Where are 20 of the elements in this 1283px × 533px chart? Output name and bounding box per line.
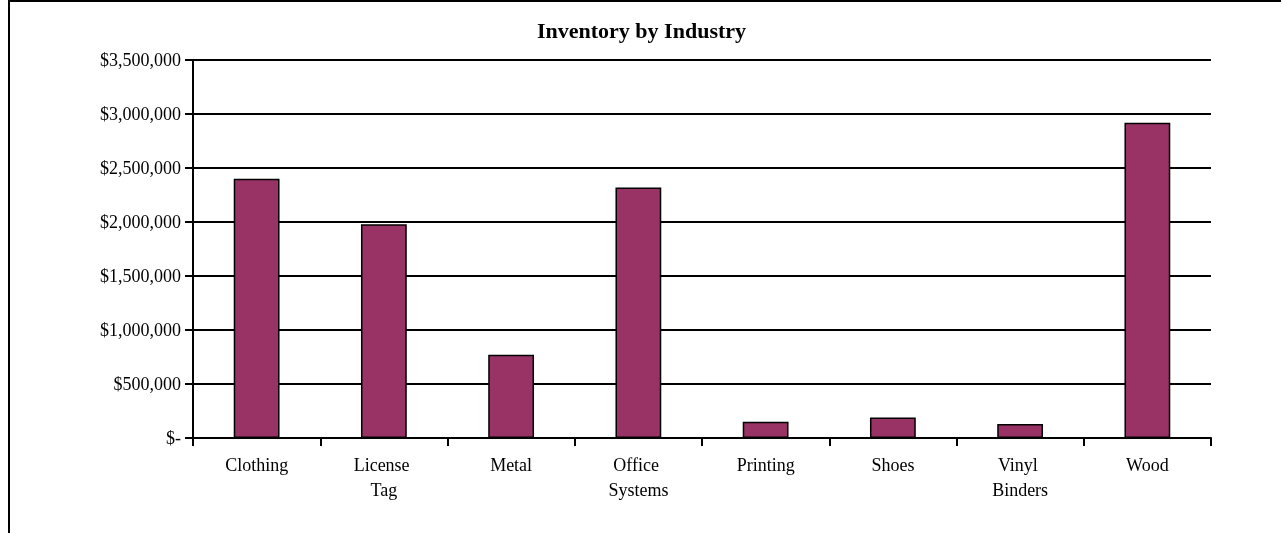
- y-tick-label: $3,000,000: [100, 104, 181, 124]
- y-tick-label: $1,500,000: [100, 266, 181, 286]
- x-tick-label: License Tag: [353, 454, 415, 500]
- y-tick-label: $500,000: [113, 374, 181, 394]
- y-tick-label: $-: [166, 428, 181, 448]
- x-tick-label: Metal: [490, 454, 533, 475]
- y-tick-label: $2,500,000: [100, 158, 181, 178]
- bar: [997, 423, 1044, 438]
- bar: [869, 417, 916, 438]
- x-tick-label: Shoes: [871, 454, 915, 475]
- bar: [742, 421, 789, 438]
- chart-title: Inventory by Industry: [536, 17, 747, 43]
- y-tick-label: $1,000,000: [100, 320, 181, 340]
- x-tick-label: Office Systems: [608, 454, 669, 500]
- y-tick-label: $2,000,000: [100, 212, 181, 232]
- x-tick-label: Printing: [736, 454, 795, 475]
- y-tick-label: $3,500,000: [100, 50, 181, 70]
- x-tick-label: Wood: [1126, 454, 1169, 475]
- x-tick-label: Vinyl Binders: [992, 454, 1049, 500]
- x-tick-label: Clothing: [225, 454, 289, 475]
